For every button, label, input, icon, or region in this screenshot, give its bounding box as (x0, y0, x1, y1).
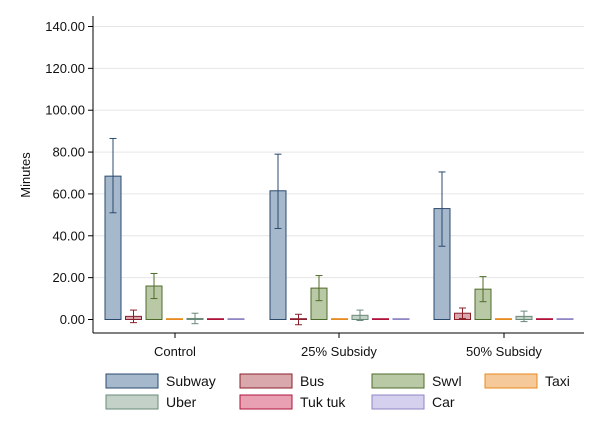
y-tick-label: 120.00 (45, 61, 85, 76)
legend-label: Tuk tuk (300, 394, 346, 410)
legend-label: Swvl (432, 373, 462, 389)
bar-taxi (331, 318, 348, 321)
y-tick-label: 140.00 (45, 19, 85, 34)
legend-swatch-subway (105, 373, 159, 389)
legend-swatch-taxi (484, 373, 538, 389)
y-tick-label: 100.00 (45, 103, 85, 118)
bar-tuk-tuk (372, 318, 389, 321)
bar-car (227, 318, 245, 321)
legend-swatch-swvl (371, 373, 425, 389)
y-tick-label: 60.00 (52, 186, 85, 201)
legend: Subway Bus Swvl Taxi Uber Tuk tuk Car (105, 373, 570, 410)
x-tick-label: 50% Subsidy (466, 344, 542, 359)
legend-label: Car (432, 394, 455, 410)
bar-tuk-tuk (536, 318, 553, 321)
legend-label: Taxi (545, 373, 570, 389)
y-tick-label: 0.00 (60, 312, 85, 327)
legend-label: Uber (166, 394, 197, 410)
bars-group (104, 137, 574, 326)
bar-taxi (495, 318, 512, 321)
bar-taxi (166, 318, 183, 321)
x-tick-label: Control (154, 344, 196, 359)
axes: 0.00 20.00 40.00 60.00 80.00 100.00 120.00 140.… (45, 16, 584, 359)
legend-swatch-tuk-tuk (239, 394, 293, 410)
legend-swatch-uber (105, 394, 159, 410)
y-axis-title: Minutes (18, 152, 33, 198)
gridlines (93, 26, 584, 279)
y-tick-label: 40.00 (52, 228, 85, 243)
bar-car (556, 318, 574, 321)
legend-swatch-bus (239, 373, 293, 389)
x-tick-label: 25% Subsidy (301, 344, 377, 359)
legend-label: Subway (166, 373, 216, 389)
bar-tuk-tuk (207, 318, 224, 321)
legend-swatch-car (371, 394, 425, 410)
y-tick-label: 20.00 (52, 270, 85, 285)
y-tick-label: 80.00 (52, 145, 85, 160)
bar-car (392, 318, 410, 321)
legend-label: Bus (300, 373, 324, 389)
